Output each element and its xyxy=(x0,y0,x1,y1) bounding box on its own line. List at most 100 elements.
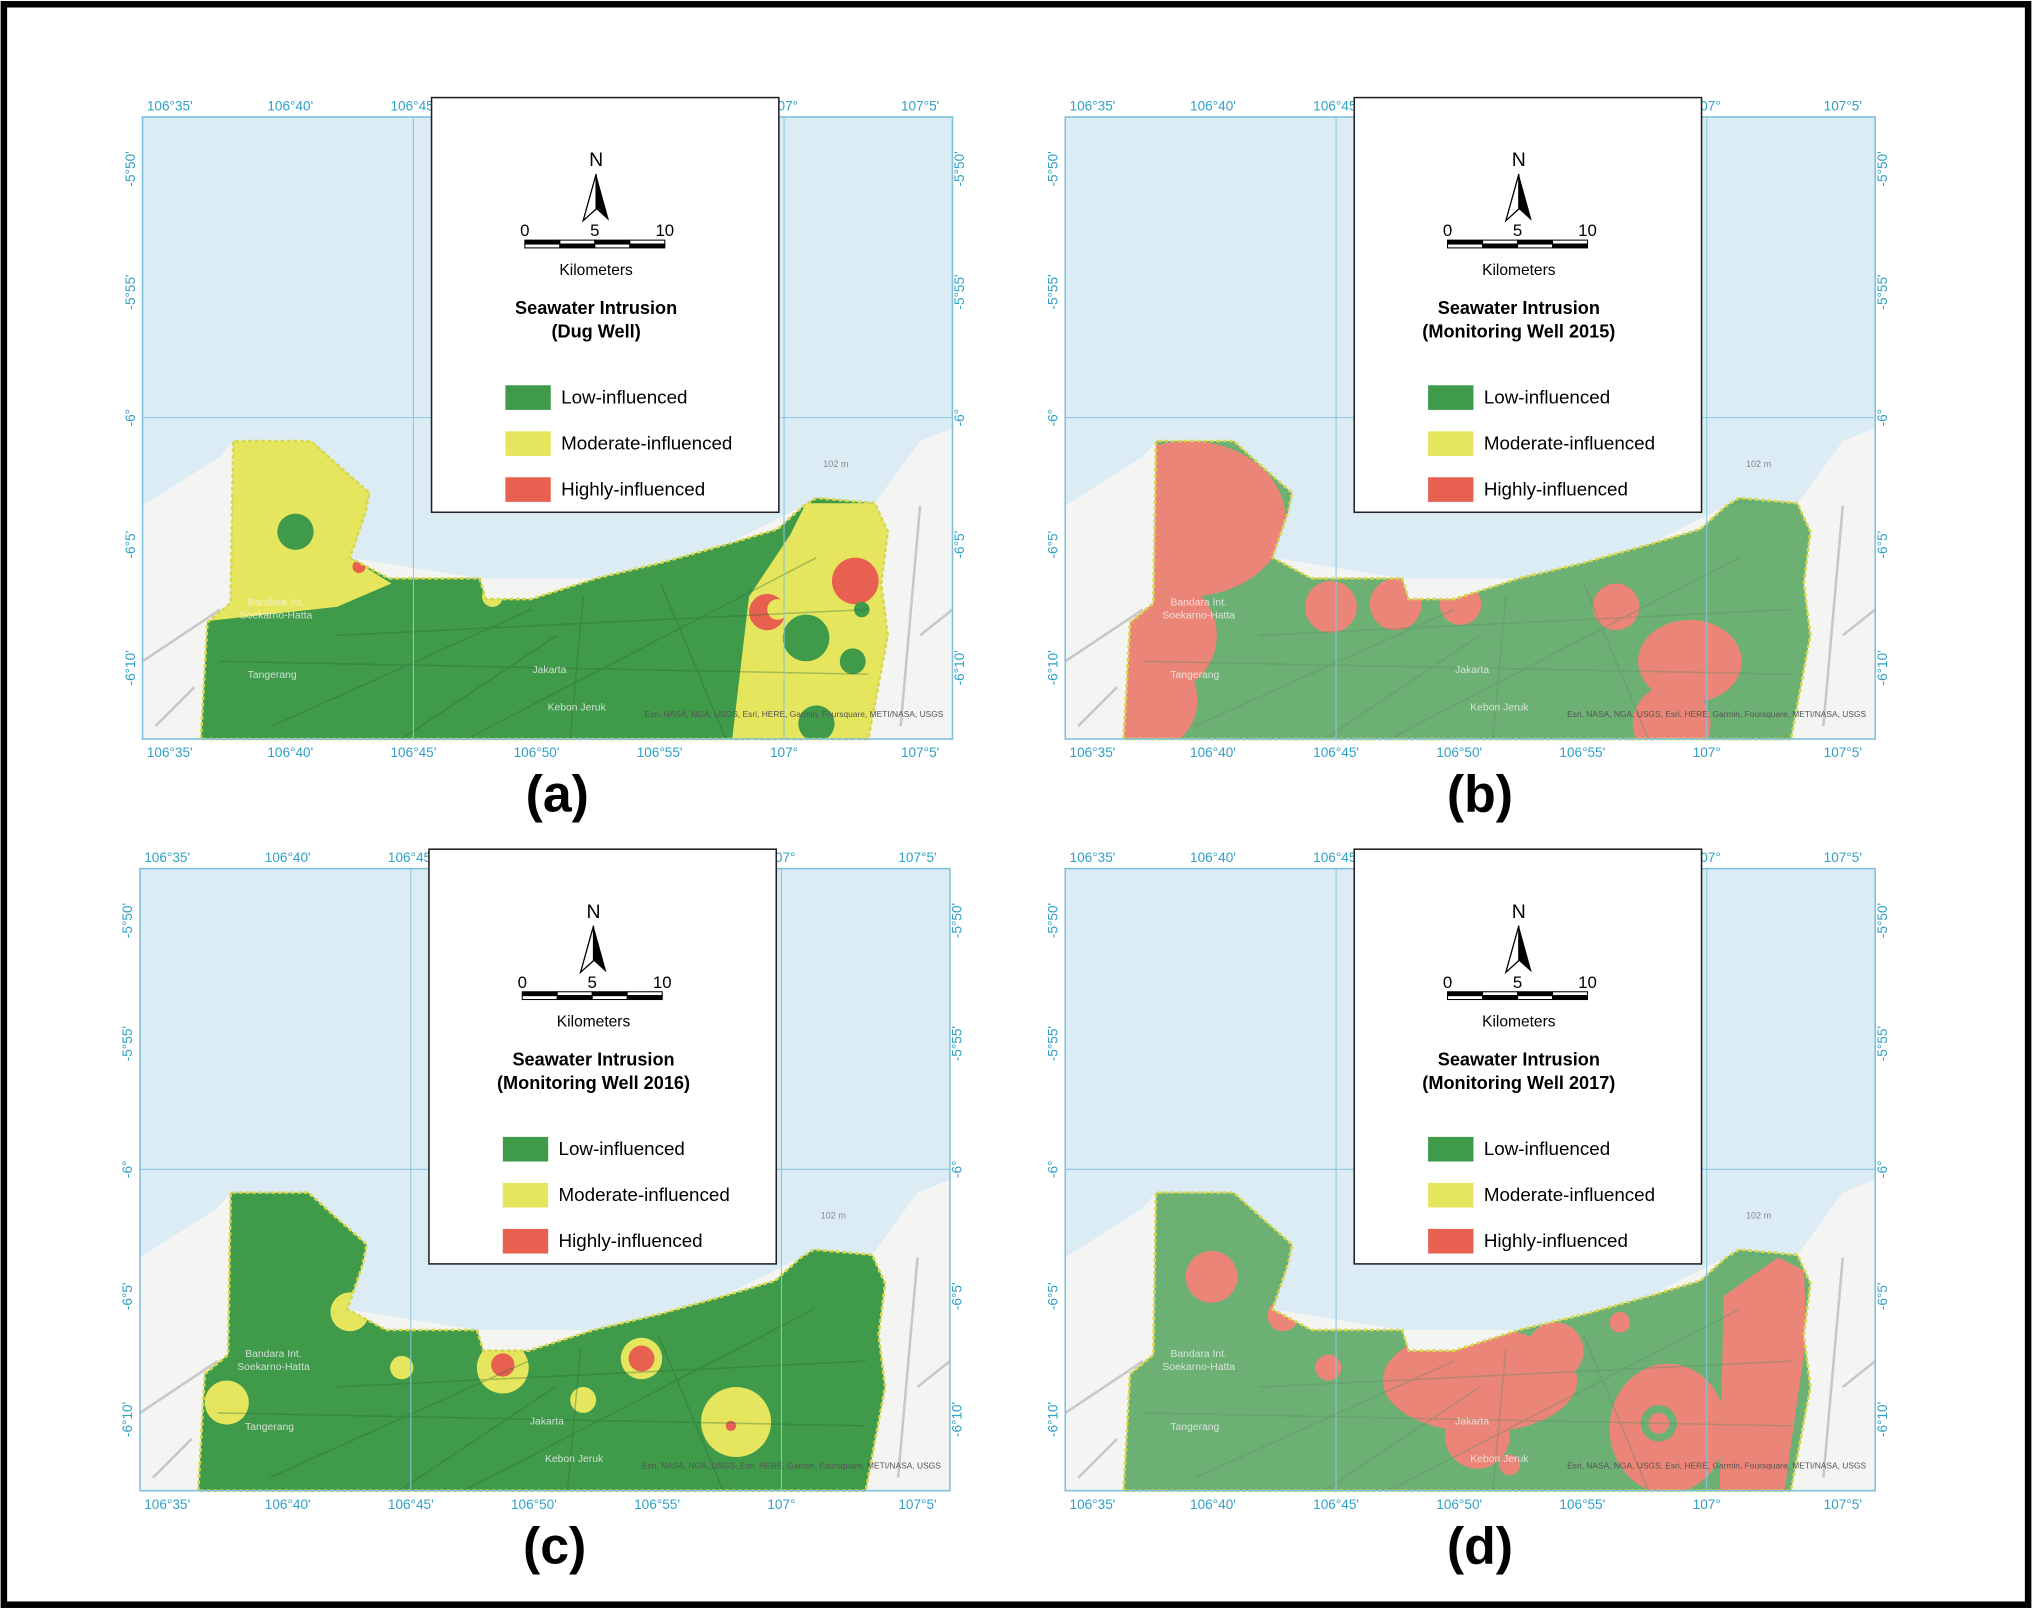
zone-area xyxy=(798,705,835,740)
legend-label: Low-influenced xyxy=(559,1138,685,1159)
place-label: Kebon Jeruk xyxy=(1470,703,1529,714)
legend-swatch xyxy=(1428,431,1474,456)
place-label: Tangerang xyxy=(245,1422,294,1433)
zone-area xyxy=(1648,1412,1670,1434)
lon-tick-label: 107° xyxy=(1693,1497,1721,1512)
scale-segment xyxy=(1517,991,1554,997)
scale-segment xyxy=(1447,991,1484,997)
zone-area xyxy=(1592,583,1640,631)
scale-segment xyxy=(524,243,561,249)
legend-box xyxy=(1353,96,1703,514)
lon-tick-label: 106°45' xyxy=(390,745,436,760)
lon-tick-label: 106°35' xyxy=(147,745,193,760)
scale-label: 10 xyxy=(653,973,672,992)
lat-tick-label: -6°10' xyxy=(952,650,967,685)
lon-tick-label: 106°45' xyxy=(388,1497,434,1512)
lat-tick-label: -6°5' xyxy=(1045,531,1060,559)
scale-segment xyxy=(1551,995,1589,1001)
lat-tick-label: -5°55' xyxy=(1875,274,1890,309)
scale-segment xyxy=(1551,239,1589,245)
lat-tick-label: -6°5' xyxy=(1875,531,1890,559)
lat-tick-label: -6° xyxy=(950,1161,965,1179)
legend-title: Seawater Intrusion xyxy=(515,298,677,318)
elevation-label: 102 m xyxy=(1746,1211,1771,1221)
lon-tick-label: 106°40' xyxy=(267,745,313,760)
scale-segment xyxy=(594,243,631,249)
place-label: Kebon Jeruk xyxy=(1470,1454,1529,1465)
road-network xyxy=(1142,556,1791,740)
place-label: Jakarta xyxy=(1455,665,1489,676)
place-label: Bandara Int. xyxy=(1170,1349,1226,1360)
legend-swatch xyxy=(1428,1136,1474,1162)
north-arrow xyxy=(596,174,610,221)
roads xyxy=(141,505,954,728)
lon-tick-label: 106°45' xyxy=(1313,850,1359,865)
lon-tick-label: 106°45' xyxy=(390,99,436,114)
lat-tick-label: -5°55' xyxy=(1045,1026,1060,1061)
lon-tick-label: 106°40' xyxy=(1190,850,1236,865)
scale-unit: Kilometers xyxy=(1482,1014,1556,1031)
place-label: Bandara Int. xyxy=(1170,598,1226,609)
lat-tick-label: -6°5' xyxy=(950,1282,965,1310)
place-label: Tangerang xyxy=(1170,1422,1219,1433)
lon-tick-label: 106°35' xyxy=(1070,745,1116,760)
scale-label: 0 xyxy=(520,221,529,240)
legend-box xyxy=(430,96,780,514)
map-panel: 106°35' 106°35' 106°40' 106°40' 106°45' 106°4… xyxy=(1045,96,1890,823)
zone-outline xyxy=(1122,1191,1812,1492)
lat-tick-label: -6° xyxy=(952,409,967,427)
elevation-label: 102 m xyxy=(1746,459,1771,469)
road-network xyxy=(220,556,869,740)
legend-swatch xyxy=(505,477,551,502)
place-label: Tangerang xyxy=(1170,670,1219,681)
north-label: N xyxy=(589,149,603,171)
place-label: Bandara Int. xyxy=(248,598,304,609)
lon-tick-label: 107°5' xyxy=(901,99,939,114)
legend-box xyxy=(1353,848,1703,1265)
scale-segment xyxy=(1551,991,1589,997)
zone-outline xyxy=(1122,439,1812,741)
lat-tick-label: -5°55' xyxy=(1875,1026,1890,1061)
lat-tick-label: -5°50' xyxy=(123,151,138,186)
lon-tick-label: 107°5' xyxy=(898,1497,936,1512)
place-label: Jakarta xyxy=(1455,1417,1489,1428)
place-label: Kebon Jeruk xyxy=(545,1454,604,1465)
lon-tick-label: 106°45' xyxy=(1313,745,1359,760)
lon-tick-label: 107°5' xyxy=(898,850,936,865)
attribution: Esri, NASA, NGA, USGS, Esri, HERE, Garmi… xyxy=(1567,709,1866,719)
scale-segment xyxy=(626,991,663,997)
lon-tick-label: 106°35' xyxy=(144,1497,190,1512)
scale-segment xyxy=(521,991,558,997)
zone-area xyxy=(1444,1403,1510,1469)
roads xyxy=(1064,1257,1877,1479)
north-label: N xyxy=(1512,901,1526,923)
lat-tick-label: -6°5' xyxy=(1045,1282,1060,1310)
legend-swatch xyxy=(1428,385,1474,410)
scale-segment xyxy=(591,991,628,997)
scale-segment xyxy=(1482,991,1519,997)
scale-segment xyxy=(1482,995,1519,1001)
lat-tick-label: -6°10' xyxy=(1045,1402,1060,1437)
map-panel: 106°35' 106°35' 106°40' 106°40' 106°45' 106°4… xyxy=(123,96,967,823)
scale-label: 0 xyxy=(518,973,527,992)
legend-swatch xyxy=(502,1182,549,1208)
panel-label: (b) xyxy=(1447,765,1513,823)
lon-tick-label: 106°55' xyxy=(1559,1497,1605,1512)
place-label: Kebon Jeruk xyxy=(548,703,607,714)
lon-tick-label: 106°40' xyxy=(265,1497,311,1512)
scale-segment xyxy=(1482,243,1519,249)
lat-tick-label: -5°50' xyxy=(950,903,965,938)
lon-tick-label: 106°45' xyxy=(388,850,434,865)
lat-tick-label: -6°10' xyxy=(1875,1402,1890,1437)
zone-area xyxy=(1185,1250,1238,1303)
zone-area xyxy=(1638,619,1742,703)
attribution: Esri, NASA, NGA, USGS, Esri, HERE, Garmi… xyxy=(1567,1461,1866,1471)
scale-segment xyxy=(1447,995,1484,1001)
lon-tick-label: 106°40' xyxy=(267,99,313,114)
lon-tick-label: 106°50' xyxy=(1436,1497,1482,1512)
lon-tick-label: 107°5' xyxy=(901,745,939,760)
scale-segment xyxy=(521,995,558,1001)
zone-outline xyxy=(199,439,890,741)
lon-tick-label: 107°5' xyxy=(1824,99,1862,114)
roads xyxy=(139,1257,951,1479)
